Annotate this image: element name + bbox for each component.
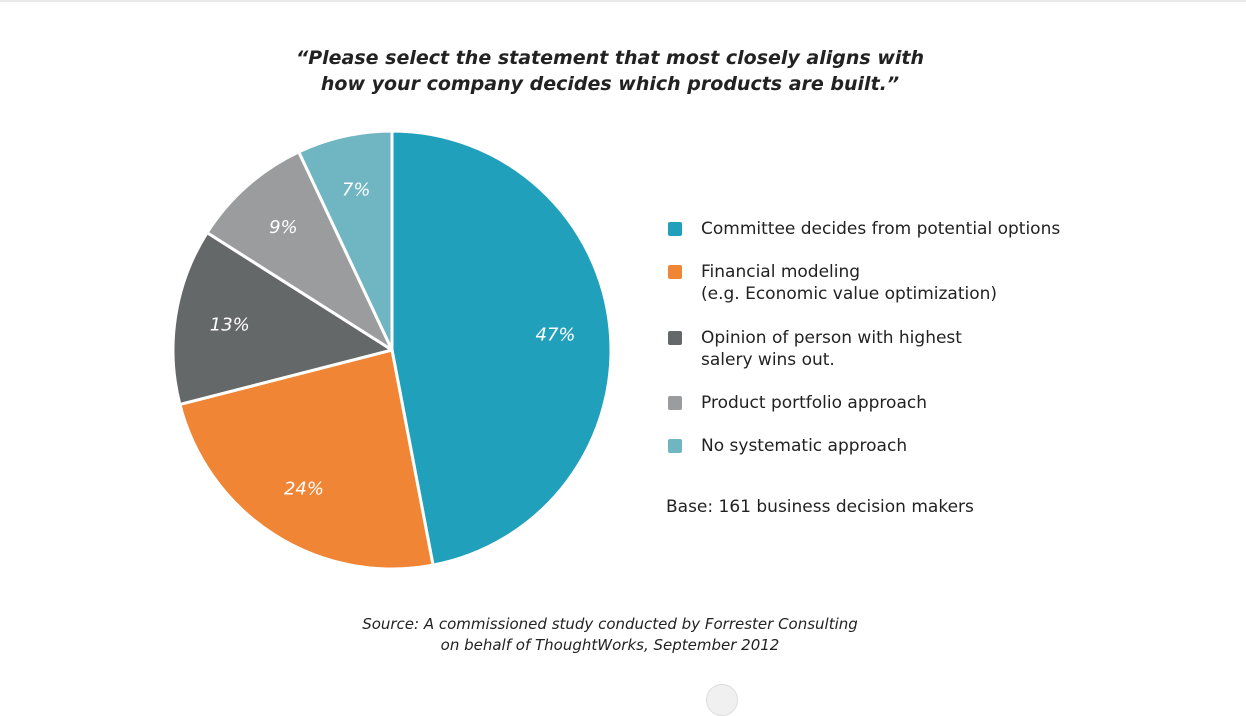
source-note: Source: A commissioned study conducted b… — [310, 614, 910, 656]
base-note: Base: 161 business decision makers — [666, 497, 974, 517]
legend-label: Opinion of person with highest salery win… — [701, 327, 962, 371]
legend-label: Committee decides from potential options — [701, 218, 1060, 240]
legend-label-line: Product portfolio approach — [701, 393, 927, 413]
legend-label-line: (e.g. Economic value optimization) — [701, 284, 998, 304]
source-line-1: Source: A commissioned study conducted b… — [362, 615, 858, 633]
slice-label: 9% — [269, 217, 298, 238]
legend-label-line: Financial modeling — [701, 262, 861, 282]
legend-label-line: Opinion of person with highest — [701, 328, 962, 348]
slice-label: 24% — [284, 479, 324, 500]
pie-slice — [390, 129, 613, 567]
chart-title: “Please select the statement that most c… — [230, 45, 990, 97]
legend-label: Product portfolio approach — [701, 392, 927, 414]
legend-label-line: No systematic approach — [701, 436, 908, 456]
pie-slice — [297, 129, 394, 352]
slice-label: 13% — [210, 314, 250, 335]
source-line-2: on behalf of ThoughtWorks, September 201… — [440, 636, 780, 654]
pie-slice — [171, 231, 394, 406]
slice-label: 7% — [342, 180, 371, 201]
legend-swatch — [668, 222, 682, 236]
legend-swatch — [668, 439, 682, 453]
legend-label: No systematic approach — [701, 435, 907, 457]
legend-label-line: Committee decides from potential options — [701, 219, 1061, 239]
legend-label: Financial modeling (e.g. Economic value o… — [701, 261, 997, 305]
legend-swatch — [668, 265, 682, 279]
chart-title-line-1: “Please select the statement that most c… — [295, 47, 925, 69]
pie-slice — [178, 348, 435, 571]
top-divider — [0, 0, 1246, 2]
pie-slice — [205, 150, 394, 352]
legend-swatch — [668, 396, 682, 410]
chart-title-line-2: how your company decides which products … — [320, 73, 900, 95]
slice-label: 47% — [536, 325, 576, 346]
legend-label-line: salery wins out. — [701, 350, 835, 370]
scroll-indicator[interactable] — [706, 684, 738, 716]
pie-chart: 47% 24% 13% 9% 7% — [171, 129, 613, 571]
legend-swatch — [668, 331, 682, 345]
